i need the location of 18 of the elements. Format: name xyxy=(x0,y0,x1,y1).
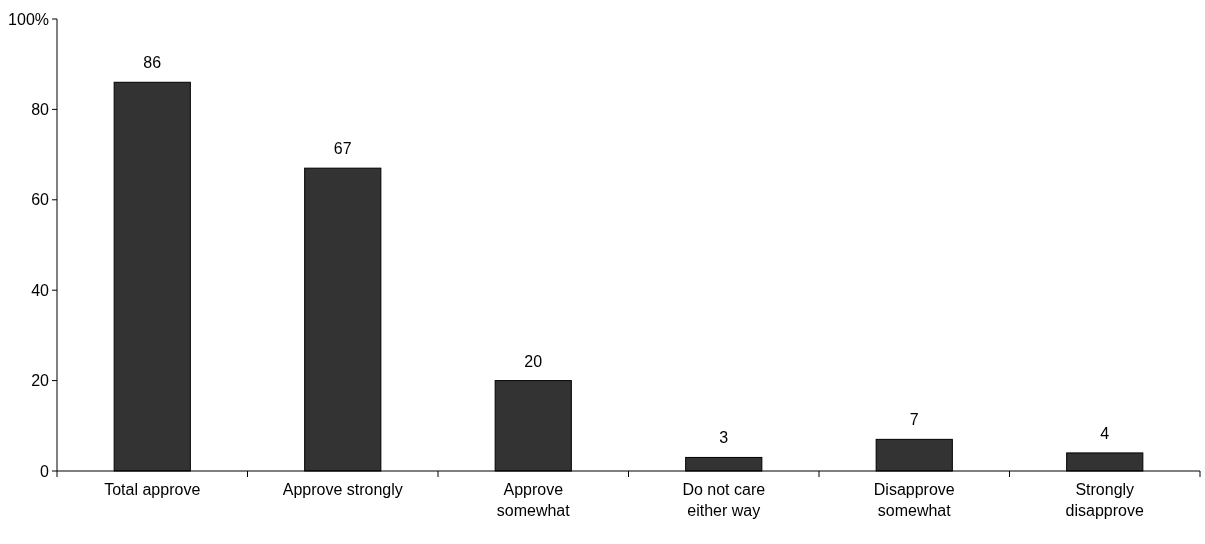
y-tick-label: 80 xyxy=(31,101,50,118)
data-label: 67 xyxy=(333,140,352,158)
data-label: 86 xyxy=(143,54,162,72)
y-tick-label: 60 xyxy=(31,191,50,209)
y-tick-label: 0 xyxy=(40,462,50,480)
data-label: 7 xyxy=(909,411,919,429)
data-label: 3 xyxy=(719,429,729,447)
y-tick-label: 20 xyxy=(31,372,50,390)
x-tick-label: Strongly disapprove xyxy=(1065,481,1144,519)
x-tick-label: Disapprove somewhat xyxy=(873,481,955,519)
data-label: 20 xyxy=(524,352,543,370)
x-tick-label: Approve strongly xyxy=(282,481,403,498)
y-tick-label: 100% xyxy=(8,10,49,28)
x-tick-label: Total approve xyxy=(104,481,201,498)
x-tick-label: Do not care either way xyxy=(682,481,766,519)
x-tick-label: Approve somewhat xyxy=(496,481,571,519)
data-label: 4 xyxy=(1100,424,1110,442)
y-tick-label: 40 xyxy=(31,281,50,299)
